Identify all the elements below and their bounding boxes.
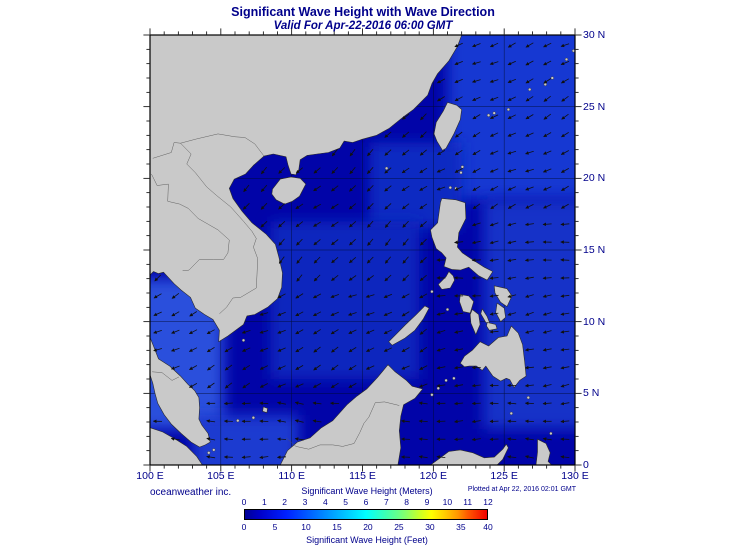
lat-tick-label: 20 N <box>583 172 606 185</box>
lat-tick-label: 25 N <box>583 100 606 113</box>
lat-tick-label: 30 N <box>583 29 606 41</box>
small-islands <box>207 49 575 455</box>
lon-tick-label: 105 E <box>207 470 235 482</box>
colorbar-meters-tick: 1 <box>261 497 267 507</box>
lon-tick-label: 110 E <box>278 470 305 482</box>
plotted-timestamp: Plotted at Apr 22, 2016 02:01 GMT <box>467 486 576 493</box>
colorbar-meters-tick: 7 <box>383 497 389 507</box>
chart-title: Significant Wave Height with Wave Direct… <box>231 5 495 19</box>
land-borneo <box>280 364 423 465</box>
land-halmahera <box>535 438 552 465</box>
colorbar-title-feet: Significant Wave Height (Feet) <box>306 535 428 545</box>
lat-tick-label: 10 N <box>583 315 606 328</box>
chart-subtitle: Valid For Apr-22-2016 06:00 GMT <box>273 20 453 32</box>
colorbar-feet-tick: 35 <box>456 522 466 532</box>
lon-tick-label: 125 E <box>490 470 518 482</box>
colorbar-feet-tick: 10 <box>301 522 311 532</box>
land-taiwan <box>433 102 462 151</box>
colorbar-meters-tick: 11 <box>463 497 473 507</box>
land-negros <box>469 309 481 335</box>
colorbar-feet-tick: 0 <box>241 522 247 532</box>
lon-tick-label: 130 E <box>561 470 589 482</box>
colorbar-meters-tick: 0 <box>241 497 247 507</box>
credit-text: oceanweather inc. <box>150 487 232 498</box>
colorbar-meters-tick: 10 <box>442 497 453 507</box>
land-sulawesi_north <box>430 443 509 465</box>
land-mindanao <box>460 325 527 388</box>
land-leyte <box>495 302 506 322</box>
land-mainland_asia <box>150 35 462 342</box>
land-natuna <box>262 406 268 413</box>
colorbar-meters-tick: 2 <box>282 497 288 507</box>
lat-tick-label: 0 <box>583 459 589 471</box>
lon-tick-label: 100 E <box>136 470 164 482</box>
wave-direction-arrows <box>152 42 570 460</box>
country-borders <box>151 133 400 450</box>
land-hainan <box>271 176 307 205</box>
lat-tick-label: 5 N <box>583 387 600 400</box>
lon-tick-label: 120 E <box>419 470 448 482</box>
colorbar-feet-tick: 5 <box>272 522 278 532</box>
land-sumatra <box>150 427 203 465</box>
colorbar-meters-tick: 4 <box>322 497 328 507</box>
colorbar-feet-tick: 30 <box>425 522 435 532</box>
land-layer <box>150 35 552 465</box>
land-palawan <box>388 305 430 346</box>
colorbar-feet-tick: 25 <box>394 522 404 532</box>
land-bohol <box>486 322 498 331</box>
colorbar-feet-tick: 20 <box>363 522 373 532</box>
colorbar-gradient <box>244 509 488 520</box>
land-panay <box>459 294 474 314</box>
lat-tick-label: 15 N <box>583 244 606 256</box>
colorbar-title-meters: Significant Wave Height (Meters) <box>301 486 433 496</box>
land-luzon <box>430 198 494 281</box>
colorbar-meters-tick: 6 <box>363 497 369 507</box>
colorbar-feet-tick: 40 <box>483 522 493 532</box>
axis-ticks <box>143 28 582 472</box>
colorbar-meters-tick: 3 <box>302 497 308 507</box>
colorbar-meters-tick: 12 <box>483 497 493 507</box>
colorbar-meters-tick: 8 <box>404 497 410 507</box>
colorbar-meters-tick: 5 <box>343 497 349 507</box>
colorbar-feet-tick: 15 <box>332 522 342 532</box>
lon-tick-label: 115 E <box>349 470 376 482</box>
map-canvas <box>143 28 582 472</box>
map-frame <box>149 34 576 466</box>
colorbar-meters-tick: 9 <box>424 497 430 507</box>
land-samar <box>493 285 513 307</box>
